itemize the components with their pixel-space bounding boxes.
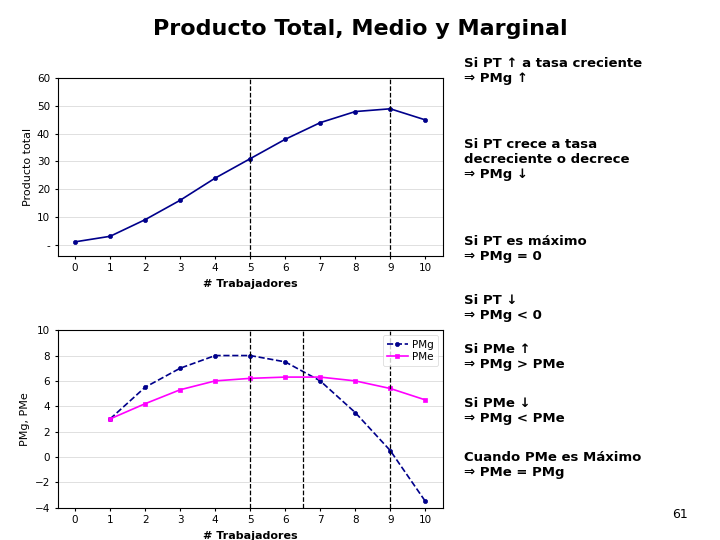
Text: Si PT ↑ a tasa creciente
⇒ PMg ↑: Si PT ↑ a tasa creciente ⇒ PMg ↑	[464, 57, 642, 85]
Line: PMg: PMg	[108, 354, 428, 503]
X-axis label: # Trabajadores: # Trabajadores	[203, 531, 297, 540]
PMg	[211, 352, 220, 359]
PMg	[316, 377, 325, 384]
Text: Si PT ↓
⇒ PMg < 0: Si PT ↓ ⇒ PMg < 0	[464, 294, 542, 322]
Text: Si PMe ↑
⇒ PMg > PMe: Si PMe ↑ ⇒ PMg > PMe	[464, 343, 565, 371]
PMg	[176, 365, 184, 372]
PMe	[141, 401, 150, 407]
PMg	[386, 447, 395, 454]
Y-axis label: PMg, PMe: PMg, PMe	[20, 392, 30, 446]
PMe	[386, 385, 395, 392]
Text: Producto Total, Medio y Marginal: Producto Total, Medio y Marginal	[153, 19, 567, 39]
PMg	[351, 409, 359, 416]
PMg	[421, 498, 430, 504]
PMe	[176, 387, 184, 393]
Line: PMe: PMe	[108, 375, 428, 421]
PMe	[246, 375, 255, 382]
PMe	[421, 397, 430, 403]
Y-axis label: Producto total: Producto total	[22, 128, 32, 206]
PMg	[246, 352, 255, 359]
PMg	[141, 384, 150, 390]
PMe	[316, 374, 325, 380]
PMg	[106, 416, 114, 422]
X-axis label: # Trabajadores: # Trabajadores	[203, 279, 297, 289]
Text: Si PT es máximo
⇒ PMg = 0: Si PT es máximo ⇒ PMg = 0	[464, 235, 587, 263]
Text: Cuando PMe es Máximo
⇒ PMe = PMg: Cuando PMe es Máximo ⇒ PMe = PMg	[464, 451, 642, 479]
PMe	[351, 377, 359, 384]
Text: Si PT crece a tasa
decreciente o decrece
⇒ PMg ↓: Si PT crece a tasa decreciente o decrece…	[464, 138, 630, 181]
Text: 61: 61	[672, 508, 688, 521]
Text: Si PMe ↓
⇒ PMg < PMe: Si PMe ↓ ⇒ PMg < PMe	[464, 397, 565, 425]
PMe	[211, 377, 220, 384]
PMg	[281, 359, 289, 365]
PMe	[281, 374, 289, 380]
Legend: PMg, PMe: PMg, PMe	[382, 335, 438, 366]
PMe	[106, 416, 114, 422]
